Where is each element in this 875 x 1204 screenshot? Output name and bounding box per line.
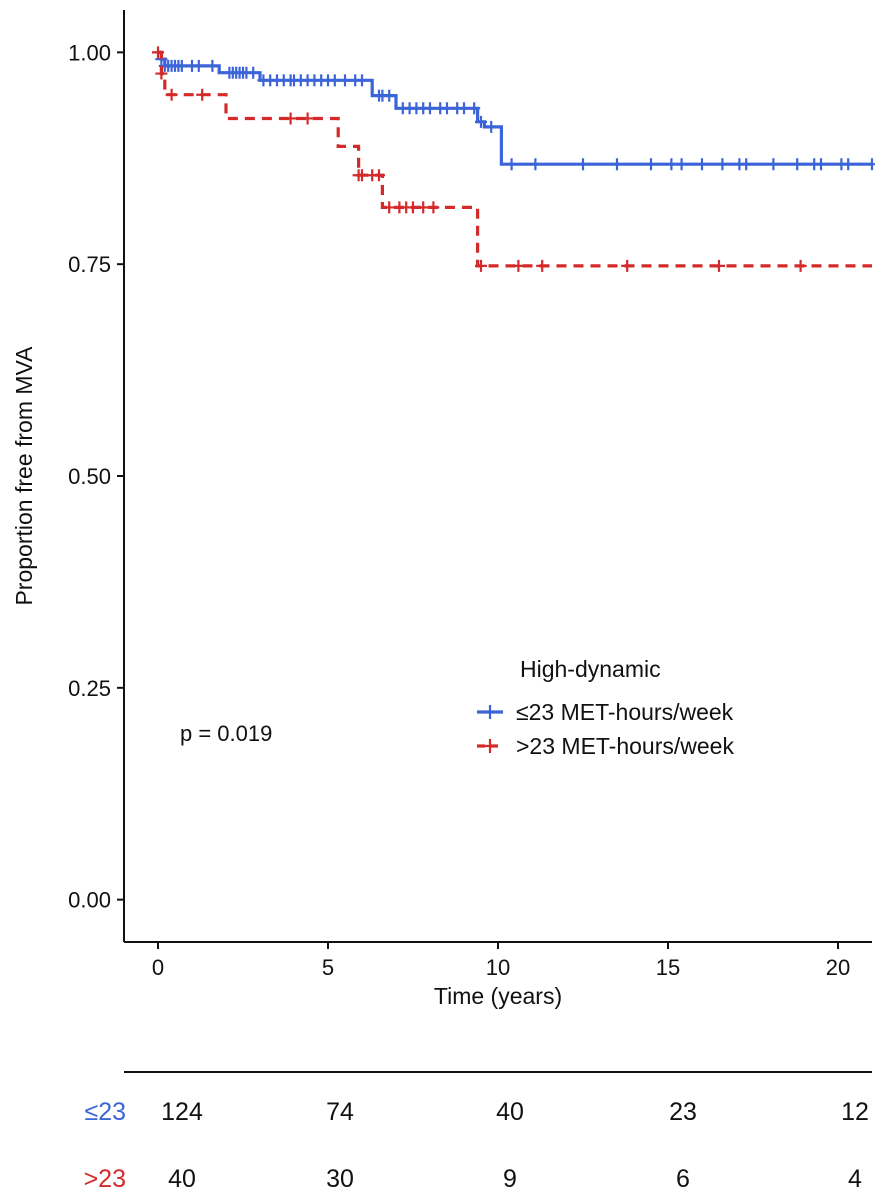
risk-count: 74 xyxy=(326,1098,354,1126)
censor-mark xyxy=(611,158,623,171)
legend-title: High-dynamic xyxy=(520,656,661,682)
censor-mark xyxy=(485,120,498,133)
x-axis-title: Time (years) xyxy=(434,983,562,1009)
x-tick-label: 0 xyxy=(152,955,164,980)
censor-mark xyxy=(842,158,855,171)
censor-mark xyxy=(206,59,219,72)
censor-mark xyxy=(577,158,589,171)
legend-key-mark xyxy=(484,705,496,719)
censor-mark xyxy=(424,102,436,115)
y-tick-label: 0.25 xyxy=(68,676,111,701)
risk-count: 30 xyxy=(326,1165,354,1193)
legend-entry-label: >23 MET-hours/week xyxy=(516,733,734,759)
risk-count: 4 xyxy=(848,1165,862,1193)
censor-mark xyxy=(383,89,396,102)
x-tick-label: 10 xyxy=(486,955,510,980)
p-value-annotation: p = 0.019 xyxy=(180,721,272,746)
risk-count: 40 xyxy=(168,1165,196,1193)
censor-mark xyxy=(645,158,657,171)
censor-mark xyxy=(155,67,168,80)
series-layer xyxy=(152,46,875,272)
censor-mark xyxy=(536,259,549,272)
censor-mark xyxy=(427,201,440,214)
censor-mark xyxy=(284,112,297,125)
legend: ≤23 MET-hours/week >23 MET-hours/week xyxy=(477,699,734,759)
y-axis-title: Proportion free from MVA xyxy=(11,346,37,606)
censor-mark xyxy=(696,158,708,171)
censor-mark xyxy=(794,259,807,272)
censor-mark xyxy=(339,74,351,87)
risk-count: 12 xyxy=(841,1098,869,1126)
censor-mark xyxy=(373,169,385,182)
censor-mark xyxy=(866,158,875,171)
censor-mark xyxy=(175,59,188,72)
censor-mark xyxy=(675,158,688,171)
censor-mark xyxy=(356,74,368,87)
x-tick-label: 15 xyxy=(656,955,680,980)
risk-count: 9 xyxy=(503,1165,517,1193)
censor-mark xyxy=(383,201,396,214)
censor-mark xyxy=(740,158,753,171)
censor-mark xyxy=(328,74,341,87)
risk-table: ≤23 124 74 40 23 12 >23 40 30 9 6 4 xyxy=(84,1071,872,1193)
risk-count: 23 xyxy=(669,1098,697,1126)
y-tick-label: 0.75 xyxy=(68,252,111,277)
x-tick-label: 5 xyxy=(322,955,334,980)
risk-row-label: >23 xyxy=(84,1165,126,1193)
censor-mark xyxy=(441,102,453,115)
censor-mark xyxy=(196,88,209,101)
risk-count: 40 xyxy=(496,1098,524,1126)
censor-mark xyxy=(791,158,804,171)
censor-mark xyxy=(192,59,205,72)
y-tick-label: 0.00 xyxy=(68,888,111,913)
censor-mark xyxy=(247,66,260,79)
risk-count: 6 xyxy=(676,1165,690,1193)
censor-mark xyxy=(713,259,725,272)
censor-mark xyxy=(152,46,164,59)
censor-mark xyxy=(301,112,314,125)
censor-mark xyxy=(665,158,678,171)
legend-key-mark xyxy=(484,739,496,753)
x-tick-label: 20 xyxy=(826,955,850,980)
censor-mark xyxy=(475,115,487,128)
y-tick-label: 0.50 xyxy=(68,464,111,489)
axes-layer: 0.00 0.25 0.50 0.75 1.00 0 5 10 15 20 Time (years)… xyxy=(11,10,872,1009)
risk-row-label: ≤23 xyxy=(84,1098,126,1126)
censor-mark xyxy=(767,158,780,171)
censor-mark xyxy=(356,169,368,182)
censor-mark xyxy=(407,201,419,214)
censor-mark xyxy=(475,259,487,272)
censor-mark xyxy=(458,102,470,115)
censor-mark xyxy=(468,102,481,115)
censor-mark xyxy=(417,201,430,214)
y-tick-label: 1.00 xyxy=(68,40,111,65)
censor-mark xyxy=(621,259,634,272)
censor-mark xyxy=(815,158,827,171)
censor-mark xyxy=(716,158,729,171)
censor-mark xyxy=(165,88,178,101)
series-line-2 xyxy=(158,50,872,268)
risk-count: 124 xyxy=(161,1098,203,1126)
series-line-1 xyxy=(158,50,872,166)
legend-entry-label: ≤23 MET-hours/week xyxy=(516,699,734,725)
censor-mark xyxy=(505,158,518,171)
censor-mark xyxy=(512,259,525,272)
censor-mark xyxy=(529,158,542,171)
